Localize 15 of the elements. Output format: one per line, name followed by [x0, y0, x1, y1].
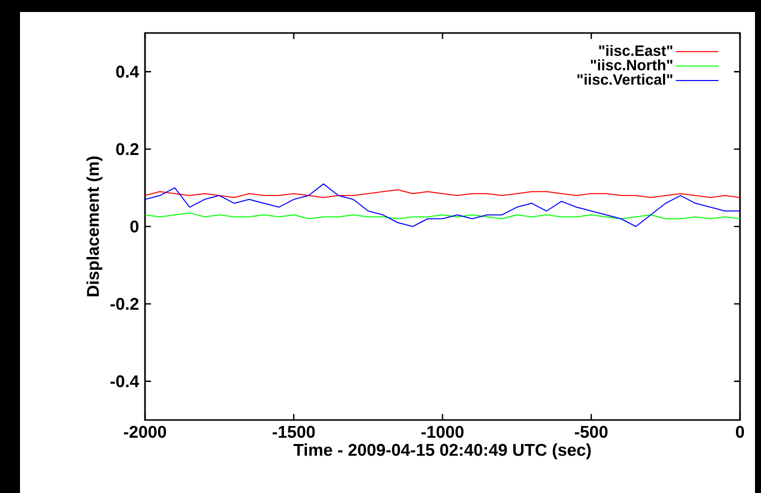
x-tick-label: -500 [574, 426, 608, 438]
x-axis-title: Time - 2009-04-15 02:40:49 UTC (sec) [294, 443, 591, 460]
x-tick-label: -2000 [124, 426, 166, 438]
x-tick-label: 0 [736, 426, 744, 438]
legend-label: "iisc.Vertical" [577, 74, 672, 85]
x-tick-label: -1500 [272, 426, 315, 438]
y-axis-title: Displacement (m) [86, 156, 102, 296]
x-tick-label: -1000 [421, 426, 464, 438]
y-tick-label: -0.4 [110, 375, 140, 388]
y-tick-label: -0.2 [110, 298, 138, 310]
y-tick-label: 0 [130, 220, 138, 233]
y-tick-label: 0.2 [116, 143, 138, 156]
legend-label: "iisc.East" [599, 44, 672, 56]
legend-label: "iisc.North" [590, 59, 672, 70]
y-tick-label: 0.4 [116, 66, 140, 78]
